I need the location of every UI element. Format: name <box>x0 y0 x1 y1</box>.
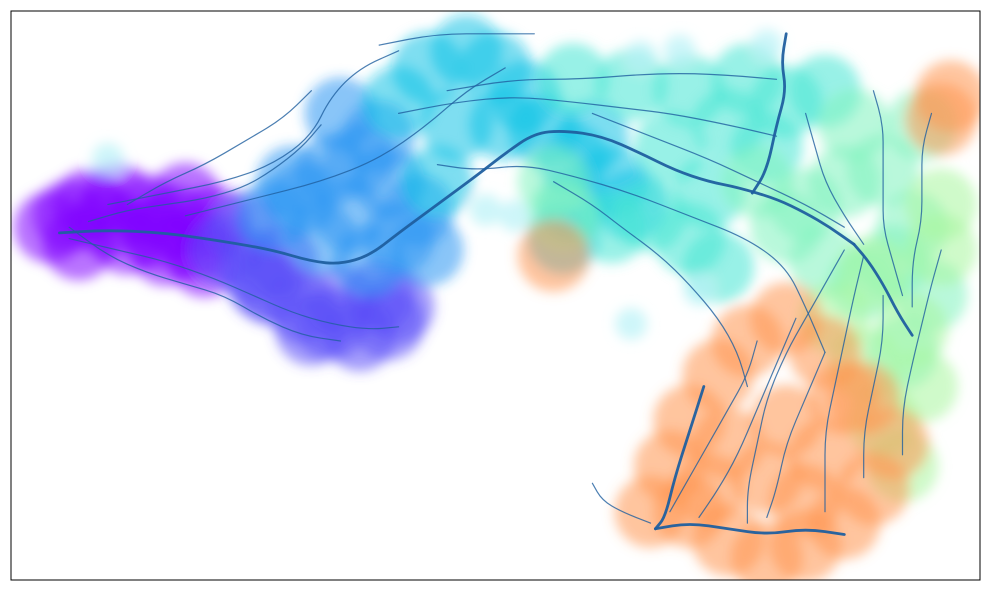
cell-point <box>401 145 474 218</box>
streamline <box>805 112 865 245</box>
streamline <box>378 33 535 46</box>
cell-point <box>624 40 657 73</box>
cell-point <box>304 77 377 150</box>
cell-point <box>275 293 348 366</box>
cell-point <box>905 168 978 241</box>
cell-point <box>683 273 715 306</box>
main-streamline <box>852 242 914 337</box>
cell-point <box>91 142 124 175</box>
streamline <box>901 249 942 456</box>
cell-point <box>672 453 745 525</box>
cell-point <box>498 199 531 232</box>
cell-point <box>615 307 648 340</box>
streamline <box>698 317 797 518</box>
cell-point <box>614 475 687 548</box>
main-streamline <box>654 523 846 536</box>
cell-point <box>517 219 590 292</box>
cell-point <box>469 88 542 161</box>
streamline <box>591 482 652 524</box>
cell-point <box>663 34 696 67</box>
cell-point <box>226 248 299 321</box>
streamline <box>766 351 826 518</box>
cell-point <box>808 361 881 434</box>
streamline <box>591 112 845 228</box>
velocity-streamlines <box>58 32 942 536</box>
streamline <box>863 294 884 479</box>
cell-point <box>905 83 978 156</box>
streamline <box>107 50 400 206</box>
cell-point <box>769 464 842 537</box>
cell-point <box>837 236 910 309</box>
plot-frame <box>10 10 981 581</box>
streamline <box>446 73 778 92</box>
cell-point <box>750 191 823 264</box>
streamline <box>872 90 904 297</box>
main-streamline <box>654 385 706 531</box>
cell-point <box>750 29 783 62</box>
streamline <box>87 124 322 223</box>
main-streamline <box>750 32 788 195</box>
streamline <box>911 112 933 308</box>
cell-point <box>314 179 387 252</box>
streamline <box>669 340 758 513</box>
streamline <box>553 181 748 388</box>
streamline <box>746 249 845 524</box>
streamline <box>824 255 865 513</box>
streamline <box>184 67 506 217</box>
cell-point <box>391 214 464 286</box>
cell-point <box>256 145 328 218</box>
cell-point <box>469 194 502 227</box>
main-streamline <box>58 130 856 265</box>
streamline <box>68 226 342 342</box>
streamline <box>68 238 400 330</box>
cell-point <box>818 88 890 161</box>
streamline <box>436 164 826 353</box>
streamline <box>398 97 778 137</box>
streamline <box>126 90 312 206</box>
cell-point <box>711 305 784 377</box>
